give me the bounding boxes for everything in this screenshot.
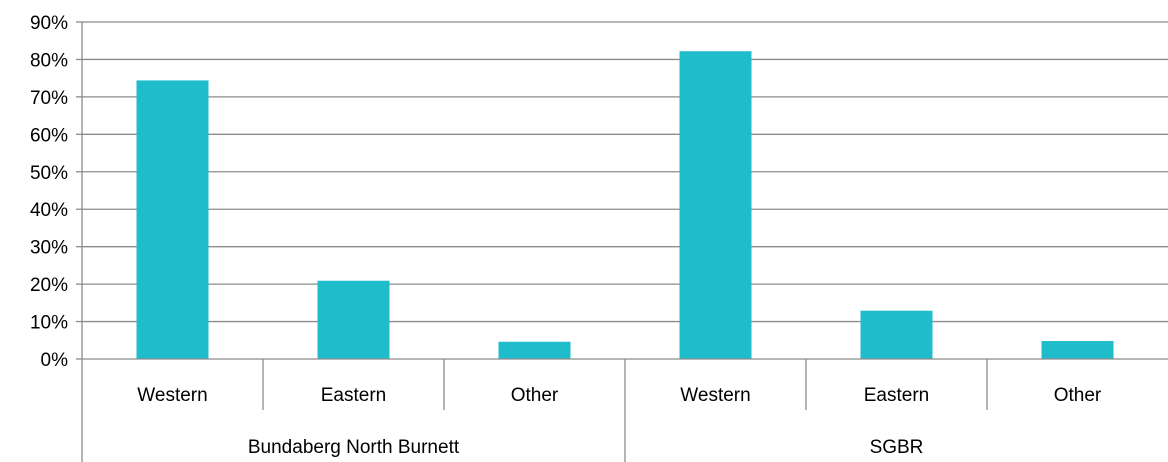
y-axis: 0% 10% 20% 30% 40% 50% 60% 70% 80% 90% — [30, 13, 83, 371]
bar — [679, 51, 752, 359]
y-tick-label: 50% — [30, 163, 68, 184]
category-label: Western — [137, 385, 207, 406]
bar — [860, 310, 933, 359]
x-axis: Western Eastern Other Western Eastern Other Bu… — [81, 358, 1168, 462]
y-tick-label: 30% — [30, 238, 68, 259]
y-tick-label: 20% — [30, 275, 68, 296]
y-tick-label: 10% — [30, 313, 68, 334]
y-tick-label: 70% — [30, 88, 68, 109]
bar — [1041, 341, 1114, 359]
y-tick-label: 40% — [30, 200, 68, 221]
y-tick-label: 90% — [30, 13, 68, 34]
category-label: Other — [511, 385, 559, 406]
group-label: Bundaberg North Burnett — [248, 437, 460, 458]
category-label: Other — [1054, 385, 1102, 406]
bar — [498, 341, 571, 359]
category-label: Eastern — [864, 385, 929, 406]
bar — [317, 280, 390, 359]
y-tick-label: 0% — [41, 350, 69, 371]
gridlines — [82, 21, 1168, 323]
y-tick-label: 80% — [30, 50, 68, 71]
category-label: Eastern — [321, 385, 386, 406]
group-label: SGBR — [870, 437, 924, 458]
y-tick-label: 60% — [30, 125, 68, 146]
bars — [136, 51, 1114, 359]
bar — [136, 80, 209, 359]
category-label: Western — [680, 385, 750, 406]
